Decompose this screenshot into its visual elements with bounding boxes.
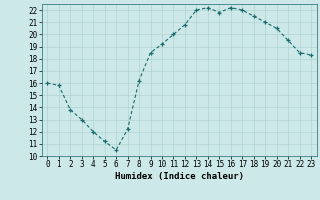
X-axis label: Humidex (Indice chaleur): Humidex (Indice chaleur) bbox=[115, 172, 244, 181]
